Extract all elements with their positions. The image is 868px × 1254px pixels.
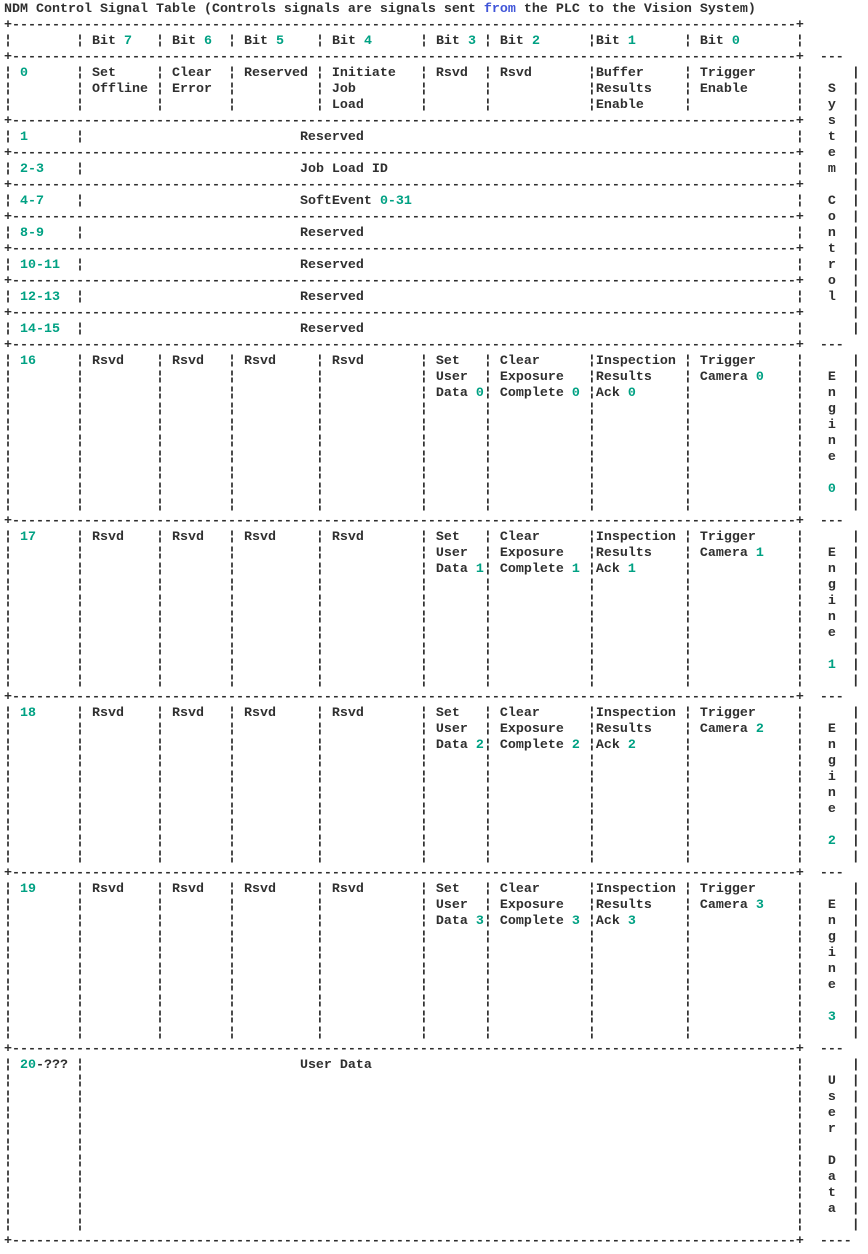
ascii-signal-table: NDM Control Signal Table (Controls signa…: [4, 2, 860, 1249]
ndm-control-signal-table-page: NDM Control Signal Table (Controls signa…: [4, 2, 860, 1249]
